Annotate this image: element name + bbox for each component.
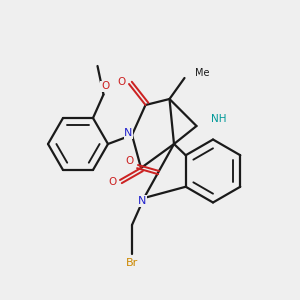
Text: O: O	[117, 76, 126, 87]
Text: O: O	[125, 155, 134, 166]
Text: N: N	[124, 128, 133, 139]
Text: O: O	[101, 81, 109, 91]
Text: Br: Br	[126, 257, 138, 268]
Text: NH: NH	[212, 114, 227, 124]
Text: O: O	[108, 177, 117, 188]
Text: N: N	[138, 196, 147, 206]
Text: Me: Me	[195, 68, 209, 79]
